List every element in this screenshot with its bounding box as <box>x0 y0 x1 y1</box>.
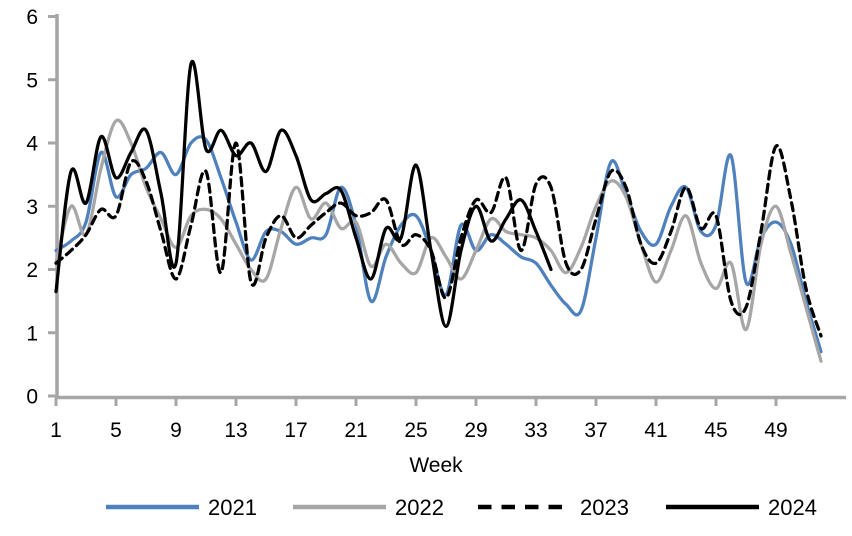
x-tick-label-1: 1 <box>50 419 62 442</box>
x-tick-label-29: 29 <box>464 419 487 442</box>
x-tick-label-13: 13 <box>224 419 247 442</box>
x-axis-title: Week <box>409 454 463 477</box>
x-tick-label-9: 9 <box>170 419 182 442</box>
x-tick-label-41: 41 <box>644 419 667 442</box>
y-tick-label-3: 3 <box>26 196 38 219</box>
y-tick-label-2: 2 <box>26 259 38 282</box>
x-tick-label-17: 17 <box>284 419 307 442</box>
legend-label-2022: 2022 <box>395 495 444 520</box>
x-tick-label-21: 21 <box>344 419 367 442</box>
x-tick-label-37: 37 <box>584 419 607 442</box>
x-tick-label-5: 5 <box>110 419 122 442</box>
legend-label-2023: 2023 <box>580 495 629 520</box>
x-tick-label-33: 33 <box>524 419 547 442</box>
y-tick-label-0: 0 <box>26 386 38 409</box>
series-line-2024 <box>54 59 553 329</box>
y-tick-label-1: 1 <box>26 322 38 345</box>
legend-label-2024: 2024 <box>768 495 817 520</box>
y-tick-label-6: 6 <box>26 6 38 29</box>
legend-label-2021: 2021 <box>208 495 257 520</box>
y-tick-label-4: 4 <box>26 133 38 156</box>
x-tick-label-25: 25 <box>404 419 427 442</box>
x-tick-label-49: 49 <box>764 419 787 442</box>
y-tick-label-5: 5 <box>26 69 38 92</box>
series-line-2022 <box>54 118 823 363</box>
x-tick-label-45: 45 <box>704 419 727 442</box>
series-line-2023 <box>54 141 823 338</box>
